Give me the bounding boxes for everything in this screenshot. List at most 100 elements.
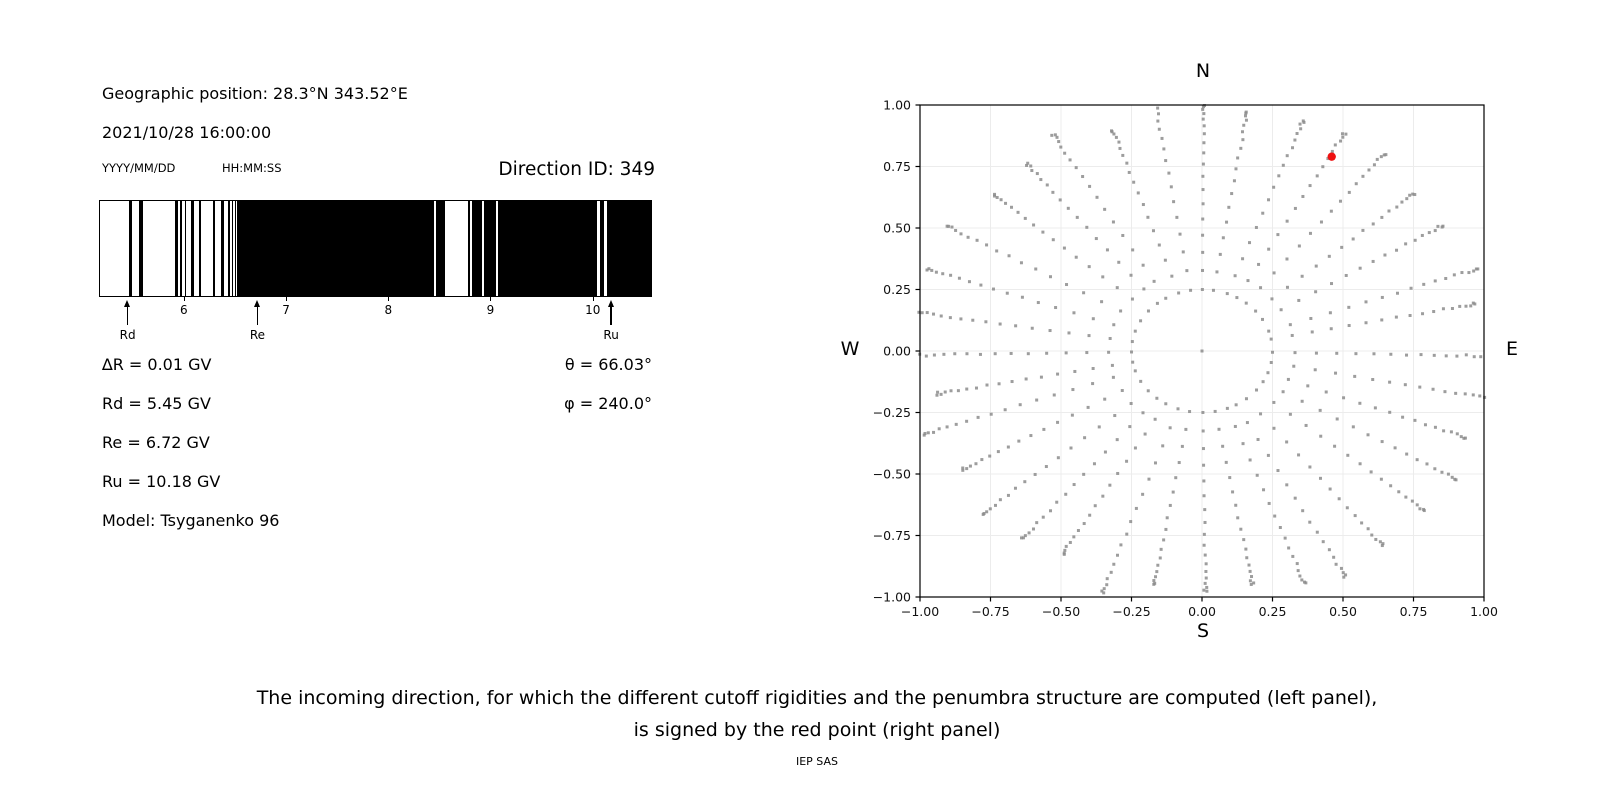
direction-dot: [1057, 140, 1061, 144]
direction-dot: [1272, 426, 1276, 430]
direction-dot: [1315, 530, 1319, 534]
direction-dot: [1285, 440, 1289, 444]
direction-dot: [1105, 577, 1109, 581]
direction-dot: [1153, 417, 1157, 421]
direction-dot: [1202, 543, 1206, 547]
credit-text: IEP SAS: [795, 755, 839, 768]
direction-dot: [950, 225, 954, 229]
direction-dot: [1397, 490, 1401, 494]
penumbra-forbidden-band: [232, 201, 234, 296]
direction-dot: [939, 314, 943, 318]
direction-dot: [961, 466, 965, 470]
direction-dot: [935, 393, 939, 397]
direction-dot: [1351, 237, 1355, 241]
direction-dot: [1347, 190, 1351, 194]
direction-dot: [1023, 480, 1027, 484]
direction-dot: [1018, 403, 1022, 407]
direction-dot: [1295, 132, 1299, 136]
direction-dot: [1103, 207, 1107, 211]
direction-dot: [1105, 248, 1109, 252]
direction-dot: [1236, 516, 1240, 520]
direction-dot: [1202, 463, 1206, 467]
caption-line-1: The incoming direction, for which the di…: [256, 687, 1378, 709]
direction-dot: [1361, 174, 1365, 178]
direction-dot: [998, 498, 1002, 502]
direction-dot: [1201, 217, 1205, 221]
direction-dot: [1073, 369, 1077, 373]
direction-dot: [991, 287, 995, 291]
direction-dot: [984, 320, 988, 324]
direction-dot: [1395, 205, 1399, 209]
direction-dot: [1221, 444, 1225, 448]
direction-dot: [1115, 438, 1119, 442]
direction-dot: [1360, 521, 1364, 525]
direction-dot: [974, 386, 978, 390]
direction-dot: [936, 390, 940, 394]
direction-dot: [1095, 195, 1099, 199]
direction-dot: [1273, 514, 1277, 518]
direction-dot: [1382, 153, 1386, 157]
x-axis-tick-label: −1.00: [901, 604, 939, 619]
direction-dot: [1202, 151, 1206, 155]
direction-dot: [1415, 458, 1419, 462]
direction-dot: [1446, 472, 1450, 476]
penumbra-x-tick-label: 10: [585, 303, 601, 317]
direction-dot: [1297, 298, 1301, 302]
direction-dot: [1147, 477, 1151, 481]
direction-dot: [1298, 574, 1302, 578]
direction-dot: [1142, 287, 1146, 291]
direction-dot: [1308, 520, 1312, 524]
penumbra-forbidden-band: [184, 201, 186, 296]
direction-dot: [965, 352, 969, 356]
direction-dot: [1152, 579, 1156, 583]
direction-dot: [1050, 133, 1054, 137]
direction-dot: [1318, 408, 1322, 412]
direction-dot: [1433, 425, 1437, 429]
direction-dot: [1159, 547, 1163, 551]
direction-dot: [1177, 291, 1181, 295]
direction-dot: [1203, 581, 1207, 585]
direction-dot: [1293, 351, 1297, 355]
penumbra-x-tick-label: 9: [486, 303, 495, 317]
direction-dot: [1180, 444, 1184, 448]
direction-dot: [1201, 107, 1205, 111]
direction-dot: [1314, 264, 1318, 268]
direction-dot: [954, 228, 958, 232]
direction-dot: [1136, 191, 1140, 195]
direction-dot: [1279, 308, 1283, 312]
direction-dot: [1189, 288, 1193, 292]
direction-dot: [1185, 269, 1189, 273]
direction-dot: [1059, 145, 1063, 149]
penumbra-forbidden-band: [228, 201, 230, 296]
direction-dot: [1255, 388, 1259, 392]
direction-dot: [988, 507, 992, 511]
penumbra-forbidden-band: [436, 201, 445, 296]
direction-dot: [1119, 543, 1123, 547]
direction-dot: [1103, 397, 1107, 401]
penumbra-barcode-plot: [99, 200, 652, 297]
direction-dot: [1297, 453, 1301, 457]
y-axis-tick-label: 0.50: [883, 220, 911, 235]
direction-dot: [1201, 233, 1205, 237]
direction-dot: [1339, 566, 1343, 570]
direction-dot: [1267, 329, 1271, 333]
direction-dot: [1160, 136, 1164, 140]
direction-dot: [1110, 129, 1114, 133]
direction-dot: [1009, 351, 1013, 355]
direction-dot: [1070, 413, 1074, 417]
direction-dot: [1422, 282, 1426, 286]
direction-dot: [1202, 588, 1206, 592]
direction-dot: [1455, 432, 1459, 436]
direction-dot: [1469, 304, 1473, 308]
direction-dot: [925, 311, 929, 315]
direction-dot: [1334, 562, 1338, 566]
direction-dot: [1146, 389, 1150, 393]
direction-dot: [1464, 304, 1468, 308]
direction-dot: [1283, 536, 1287, 540]
penumbra-x-tick: [388, 297, 390, 301]
penumbra-forbidden-band: [471, 201, 483, 296]
direction-dot: [1017, 439, 1021, 443]
direction-dot: [1154, 575, 1158, 579]
direction-dot: [1383, 253, 1387, 257]
direction-dot: [1188, 410, 1192, 414]
